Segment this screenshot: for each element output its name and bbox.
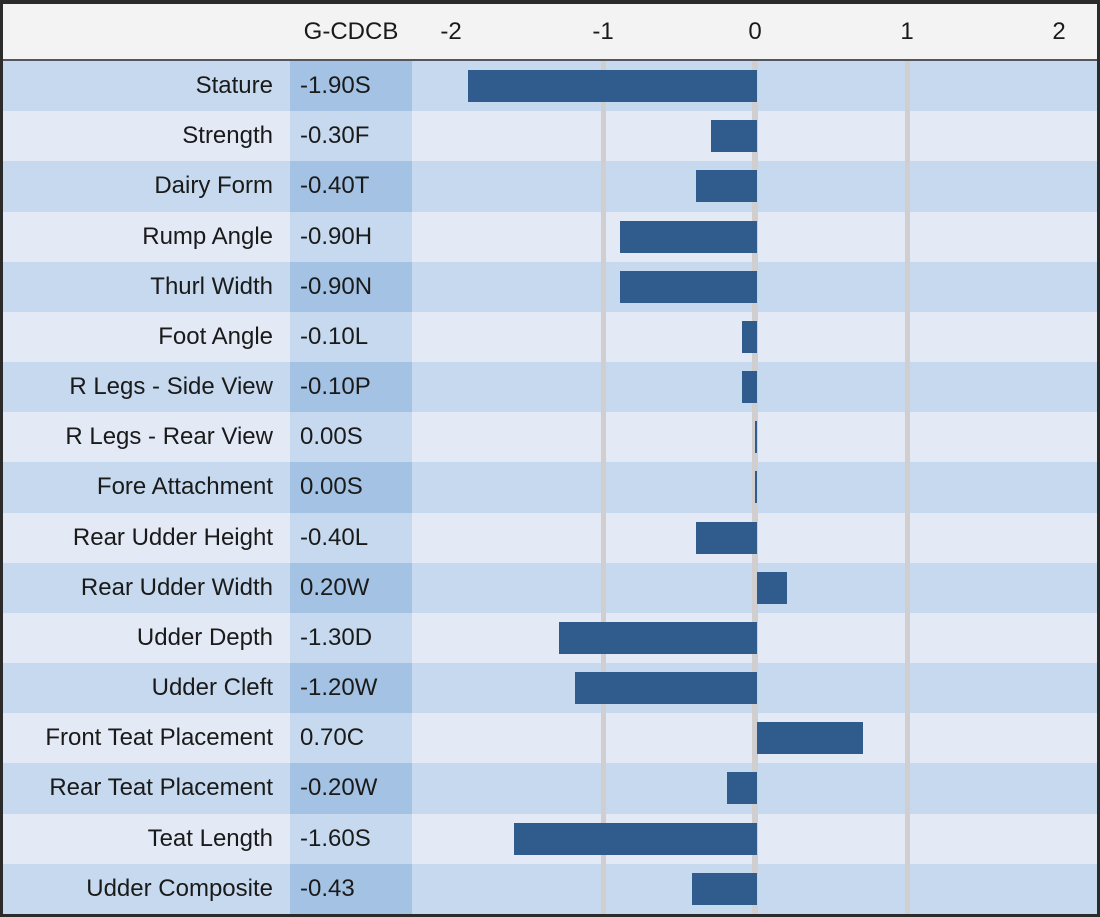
trait-bar bbox=[757, 571, 788, 604]
trait-bar bbox=[696, 170, 757, 203]
trait-row: Dairy Form -0.40T bbox=[3, 161, 1097, 212]
trait-value: -0.90H bbox=[290, 211, 412, 262]
trait-row: Teat Length -1.60S bbox=[3, 813, 1097, 864]
trait-value: -0.10P bbox=[290, 362, 412, 413]
trait-label: Strength bbox=[3, 111, 290, 162]
trait-bar bbox=[711, 120, 757, 153]
trait-bar bbox=[620, 220, 757, 253]
trait-label: R Legs - Side View bbox=[3, 362, 290, 413]
trait-row: Front Teat Placement 0.70C bbox=[3, 713, 1097, 764]
trait-value: 0.70C bbox=[290, 713, 412, 764]
axis-tick-neg1: -1 bbox=[592, 17, 614, 45]
trait-label: Udder Cleft bbox=[3, 663, 290, 714]
trait-value: -0.43 bbox=[290, 863, 412, 914]
axis-tick-neg2: -2 bbox=[440, 17, 462, 45]
trait-value: -1.20W bbox=[290, 663, 412, 714]
trait-label: Rear Udder Height bbox=[3, 512, 290, 563]
trait-row: Foot Angle -0.10L bbox=[3, 311, 1097, 363]
trait-row: Fore Attachment 0.00S bbox=[3, 462, 1097, 513]
trait-label: Rear Teat Placement bbox=[3, 763, 290, 814]
trait-row: R Legs - Side View -0.10P bbox=[3, 362, 1097, 413]
trait-row: Rear Teat Placement -0.20W bbox=[3, 763, 1097, 814]
trait-bar bbox=[726, 772, 757, 805]
trait-label: Dairy Form bbox=[3, 161, 290, 212]
chart-header: G-CDCB -2 -1 0 1 2 bbox=[3, 4, 1097, 61]
trait-row: Strength -0.30F bbox=[3, 111, 1097, 162]
trait-bar bbox=[696, 521, 757, 554]
trait-row: Udder Composite -0.43 bbox=[3, 863, 1097, 914]
axis-tick-pos2: 2 bbox=[1052, 17, 1066, 45]
trait-bar bbox=[691, 872, 757, 905]
trait-value: 0.00S bbox=[290, 462, 412, 513]
trait-bar bbox=[757, 722, 864, 755]
trait-bar bbox=[755, 421, 757, 454]
trait-label: Udder Composite bbox=[3, 863, 290, 914]
trait-bar-track bbox=[412, 161, 1097, 212]
series-label: G-CDCB bbox=[303, 17, 399, 45]
trait-value: 0.20W bbox=[290, 562, 412, 613]
trait-bar bbox=[620, 270, 757, 303]
trait-label: Foot Angle bbox=[3, 311, 290, 363]
trait-row: Stature -1.90S bbox=[3, 61, 1097, 112]
trait-value: -0.40L bbox=[290, 512, 412, 563]
trait-row: Rear Udder Width 0.20W bbox=[3, 562, 1097, 613]
trait-value: -0.10L bbox=[290, 311, 412, 363]
trait-value: -0.30F bbox=[290, 111, 412, 162]
trait-row: Rear Udder Height -0.40L bbox=[3, 512, 1097, 563]
trait-label: Udder Depth bbox=[3, 612, 290, 664]
trait-label: Rump Angle bbox=[3, 211, 290, 262]
trait-bar bbox=[574, 672, 757, 705]
trait-value: -1.90S bbox=[290, 61, 412, 112]
trait-label: R Legs - Rear View bbox=[3, 412, 290, 463]
trait-bar bbox=[741, 320, 757, 353]
trait-value: 0.00S bbox=[290, 412, 412, 463]
trait-value: -1.60S bbox=[290, 813, 412, 864]
trait-row: Thurl Width -0.90N bbox=[3, 261, 1097, 312]
gridline-neg1 bbox=[601, 61, 606, 914]
gridline-pos1 bbox=[905, 61, 910, 914]
trait-value: -0.20W bbox=[290, 763, 412, 814]
trait-label: Stature bbox=[3, 61, 290, 112]
trait-row: Rump Angle -0.90H bbox=[3, 211, 1097, 262]
trait-label: Rear Udder Width bbox=[3, 562, 290, 613]
trait-bar bbox=[513, 822, 757, 855]
trait-label: Front Teat Placement bbox=[3, 713, 290, 764]
trait-row: Udder Cleft -1.20W bbox=[3, 663, 1097, 714]
trait-row: Udder Depth -1.30D bbox=[3, 612, 1097, 664]
trait-bar bbox=[741, 371, 757, 404]
axis-tick-pos1: 1 bbox=[900, 17, 914, 45]
trait-bar bbox=[559, 621, 757, 654]
trait-label: Teat Length bbox=[3, 813, 290, 864]
trait-label: Fore Attachment bbox=[3, 462, 290, 513]
trait-label: Thurl Width bbox=[3, 261, 290, 312]
trait-bar bbox=[468, 70, 757, 103]
axis-tick-zero: 0 bbox=[748, 17, 762, 45]
trait-value: -0.40T bbox=[290, 161, 412, 212]
trait-value: -0.90N bbox=[290, 261, 412, 312]
chart-body: Stature -1.90S Strength -0.30F Dairy For… bbox=[3, 61, 1097, 914]
trait-bar bbox=[755, 471, 757, 504]
trait-row: R Legs - Rear View 0.00S bbox=[3, 412, 1097, 463]
trait-value: -1.30D bbox=[290, 612, 412, 664]
